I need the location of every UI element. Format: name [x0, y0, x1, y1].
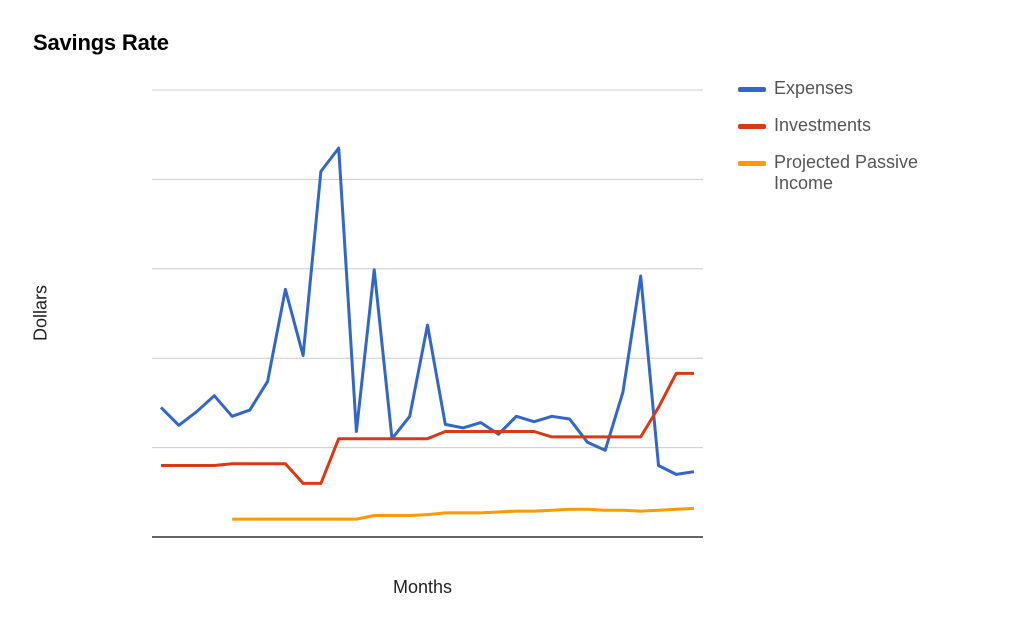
legend-item-projected-passive-income[interactable]: Projected Passive Income	[738, 152, 998, 194]
x-axis-title: Months	[393, 577, 453, 597]
y-axis-title: Dollars	[30, 284, 51, 342]
legend: Expenses Investments Projected Passive I…	[738, 78, 998, 210]
legend-label-expenses: Expenses	[774, 78, 854, 98]
legend-item-expenses[interactable]: Expenses	[738, 78, 998, 99]
series-line-investments[interactable]	[161, 371, 694, 485]
series-line-expenses[interactable]	[159, 146, 695, 476]
legend-item-investments[interactable]: Investments	[738, 115, 998, 136]
legend-swatch-expenses	[738, 87, 766, 92]
gridlines	[152, 89, 703, 449]
legend-label-investments: Investments	[774, 115, 872, 135]
legend-swatch-projected-passive-income	[738, 161, 766, 166]
chart-title: Savings Rate	[33, 30, 169, 55]
legend-swatch-investments	[738, 124, 766, 129]
series-lines	[159, 146, 695, 521]
series-line-projected-passive-income[interactable]	[232, 506, 695, 521]
legend-label-projected-passive-income: Projected Passive Income	[774, 152, 919, 193]
